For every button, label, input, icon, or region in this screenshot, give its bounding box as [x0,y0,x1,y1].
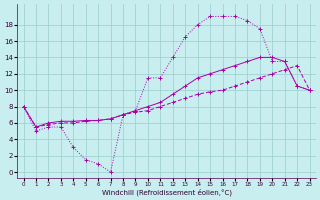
X-axis label: Windchill (Refroidissement éolien,°C): Windchill (Refroidissement éolien,°C) [101,188,232,196]
